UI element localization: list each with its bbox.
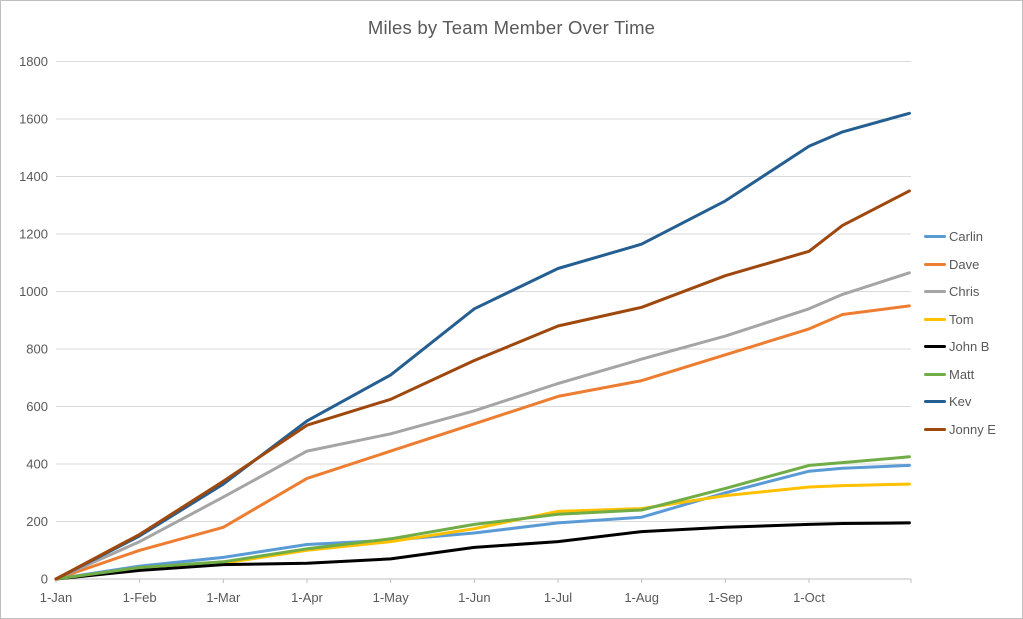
legend-label: Jonny E xyxy=(949,421,996,437)
series-line-dave[interactable] xyxy=(54,304,911,581)
y-tick-label: 1200 xyxy=(19,227,48,242)
legend-label: Chris xyxy=(949,284,980,300)
x-tick-label: 1-May xyxy=(373,590,410,605)
y-tick-label: 1000 xyxy=(19,284,48,299)
chris-line-swatch xyxy=(924,290,946,294)
legend-label: Dave xyxy=(949,256,980,272)
axis-lines xyxy=(55,578,912,583)
john-b-line-swatch xyxy=(924,345,946,349)
series-lines xyxy=(54,111,911,581)
dave-line-swatch xyxy=(924,262,946,266)
legend-item-matt[interactable]: Matt xyxy=(924,361,996,389)
y-tick-label: 600 xyxy=(26,399,48,414)
tom-line-swatch xyxy=(924,317,946,321)
legend-item-carlin[interactable]: Carlin xyxy=(924,223,996,251)
y-tick-label: 400 xyxy=(26,457,48,472)
series-line-chris[interactable] xyxy=(54,271,911,581)
x-tick-label: 1-Mar xyxy=(206,590,241,605)
legend-item-kev[interactable]: Kev xyxy=(924,388,996,416)
legend-item-john-b[interactable]: John B xyxy=(924,333,996,361)
series-line-carlin[interactable] xyxy=(54,463,911,581)
legend-label: Carlin xyxy=(949,229,983,245)
kev-line-swatch xyxy=(924,400,946,404)
matt-line-swatch xyxy=(924,372,946,376)
legend-label: Matt xyxy=(949,366,975,382)
carlin-line-swatch xyxy=(924,235,946,239)
y-tick-label: 0 xyxy=(41,572,48,587)
x-tick-label: 1-Aug xyxy=(624,590,659,605)
legend-label: Tom xyxy=(949,311,974,327)
series-line-matt[interactable] xyxy=(54,455,911,581)
y-tick-label: 1400 xyxy=(19,169,48,184)
series-line-jonny-e[interactable] xyxy=(54,189,911,581)
x-tick-label: 1-Sep xyxy=(708,590,743,605)
series-line-kev[interactable] xyxy=(54,111,911,581)
y-tick-label: 800 xyxy=(26,342,48,357)
y-axis-labels: 0 200 400 600 800 1000 1200 1400 1600 1800 xyxy=(19,54,48,587)
legend-item-jonny-e[interactable]: Jonny E xyxy=(924,416,996,444)
y-tick-label: 1800 xyxy=(19,54,48,69)
x-tick-label: 1-Oct xyxy=(793,590,825,605)
legend-item-tom[interactable]: Tom xyxy=(924,306,996,334)
legend-item-chris[interactable]: Chris xyxy=(924,278,996,306)
chart-title: Miles by Team Member Over Time xyxy=(367,17,656,38)
x-tick-label: 1-Jun xyxy=(458,590,491,605)
series-line-john-b[interactable] xyxy=(54,521,911,581)
y-tick-label: 200 xyxy=(26,514,48,529)
legend-label: Kev xyxy=(949,394,972,410)
x-tick-label: 1-Jan xyxy=(40,590,73,605)
y-tick-label: 1600 xyxy=(19,112,48,127)
x-axis-labels: 1-Jan 1-Feb 1-Mar 1-Apr 1-May 1-Jun 1-Jul 1-Aug… xyxy=(40,590,826,605)
legend: Carlin Dave Chris Tom John B Matt Kev J xyxy=(924,223,996,443)
gridlines xyxy=(56,61,911,522)
x-tick-label: 1-Jul xyxy=(544,590,572,605)
x-tick-label: 1-Apr xyxy=(291,590,323,605)
legend-label: John B xyxy=(949,339,990,355)
jonny-e-line-swatch xyxy=(924,427,946,431)
legend-item-dave[interactable]: Dave xyxy=(924,251,996,279)
x-tick-label: 1-Feb xyxy=(123,590,157,605)
